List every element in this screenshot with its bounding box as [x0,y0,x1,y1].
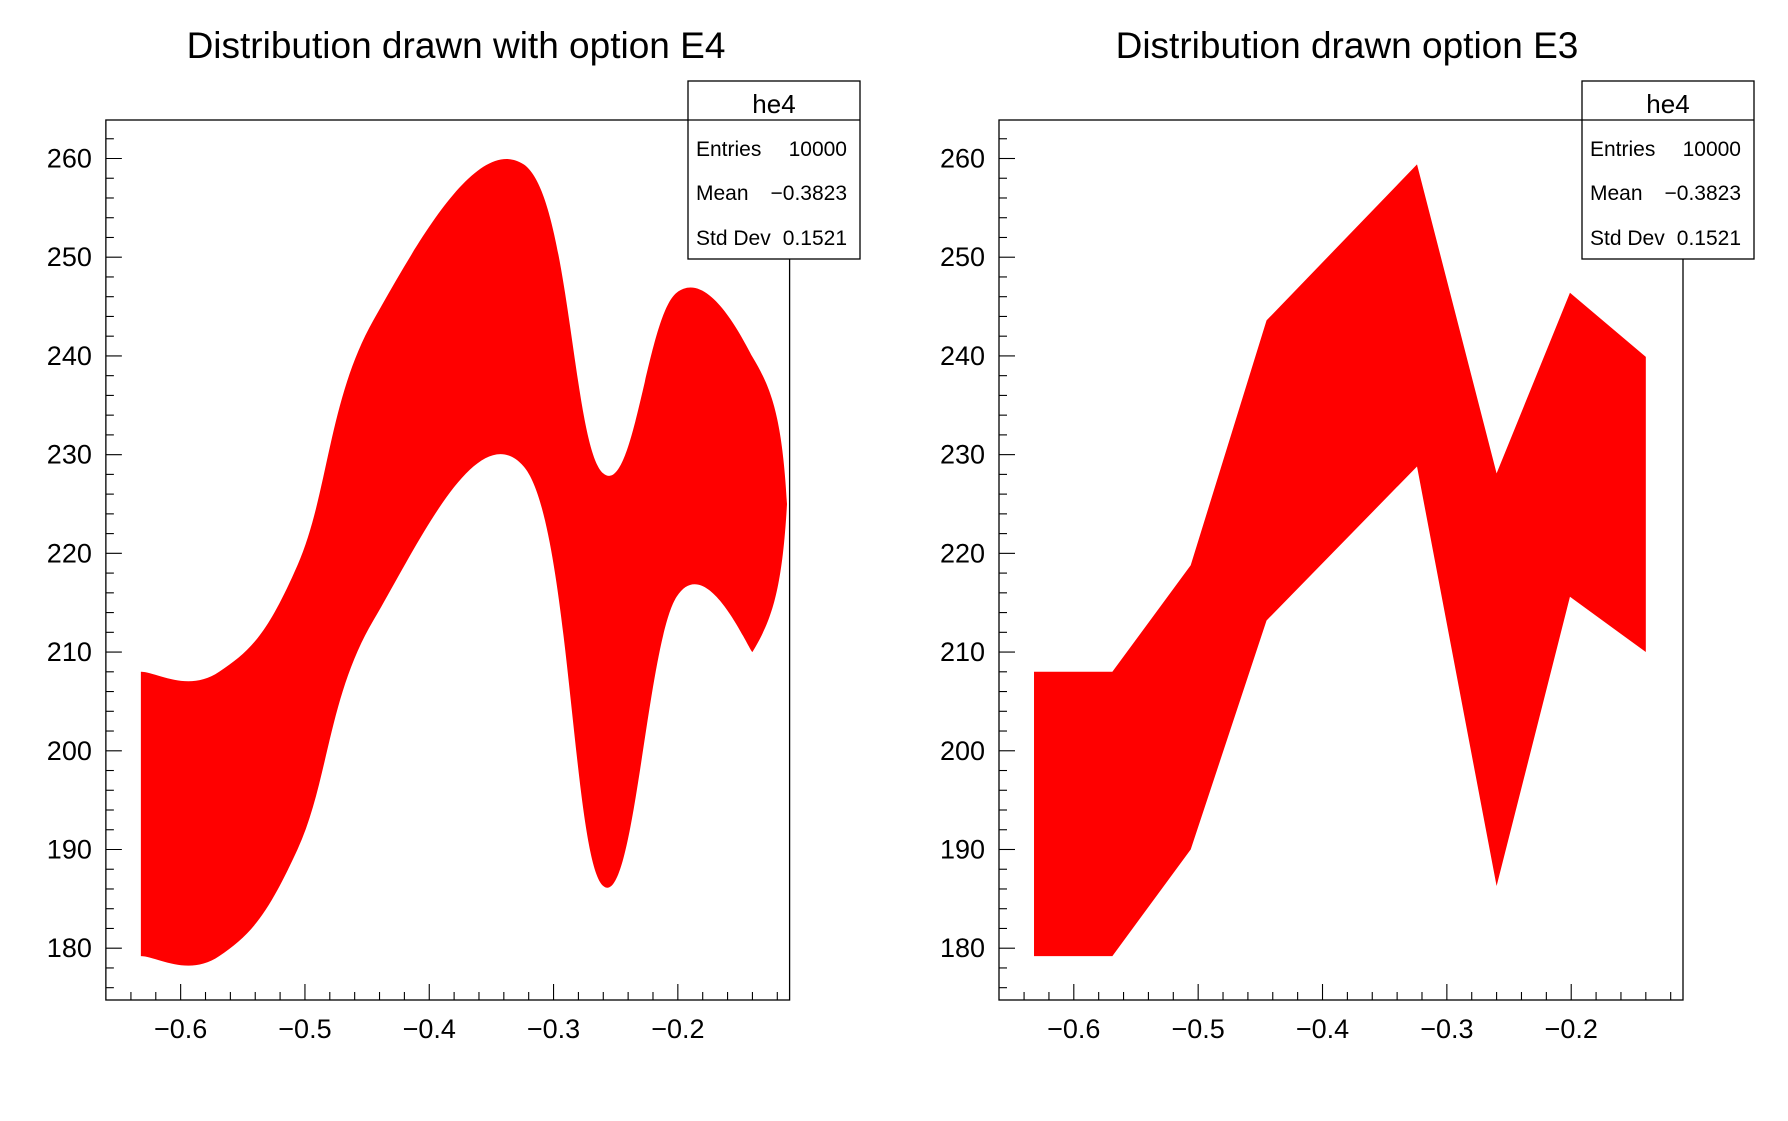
svg-text:10000: 10000 [789,138,847,161]
svg-text:180: 180 [47,933,92,963]
svg-text:−0.6: −0.6 [1047,1014,1100,1044]
svg-text:−0.5: −0.5 [1172,1014,1225,1044]
svg-text:230: 230 [940,440,985,470]
svg-text:Entries: Entries [696,138,761,161]
svg-text:0.1521: 0.1521 [783,227,847,250]
svg-text:180: 180 [940,933,985,963]
svg-text:220: 220 [47,538,92,568]
svg-text:250: 250 [940,242,985,272]
svg-text:he4: he4 [752,89,795,119]
svg-text:−0.3: −0.3 [527,1014,580,1044]
svg-text:200: 200 [940,736,985,766]
svg-text:−0.2: −0.2 [1545,1014,1598,1044]
svg-text:Std Dev: Std Dev [696,227,771,250]
svg-text:Distribution drawn with option: Distribution drawn with option E4 [187,25,726,66]
svg-text:250: 250 [47,242,92,272]
svg-text:220: 220 [940,538,985,568]
svg-text:Distribution drawn option E3: Distribution drawn option E3 [1116,25,1579,66]
svg-text:0.1521: 0.1521 [1677,227,1741,250]
svg-text:−0.4: −0.4 [403,1014,456,1044]
svg-text:−0.2: −0.2 [651,1014,704,1044]
svg-text:he4: he4 [1646,89,1689,119]
svg-text:200: 200 [47,736,92,766]
svg-text:10000: 10000 [1683,138,1741,161]
svg-text:240: 240 [47,341,92,371]
svg-text:210: 210 [940,637,985,667]
svg-text:260: 260 [940,144,985,174]
svg-text:Mean: Mean [696,182,749,205]
svg-text:−0.6: −0.6 [154,1014,207,1044]
svg-text:190: 190 [940,834,985,864]
svg-text:Mean: Mean [1590,182,1643,205]
svg-text:260: 260 [47,144,92,174]
svg-text:230: 230 [47,440,92,470]
svg-text:190: 190 [47,834,92,864]
svg-text:240: 240 [940,341,985,371]
svg-text:−0.3823: −0.3823 [771,182,848,205]
svg-text:Entries: Entries [1590,138,1655,161]
svg-text:−0.3823: −0.3823 [1665,182,1742,205]
svg-text:−0.4: −0.4 [1296,1014,1349,1044]
svg-text:−0.5: −0.5 [278,1014,331,1044]
svg-text:210: 210 [47,637,92,667]
svg-text:Std Dev: Std Dev [1590,227,1665,250]
svg-text:−0.3: −0.3 [1420,1014,1473,1044]
